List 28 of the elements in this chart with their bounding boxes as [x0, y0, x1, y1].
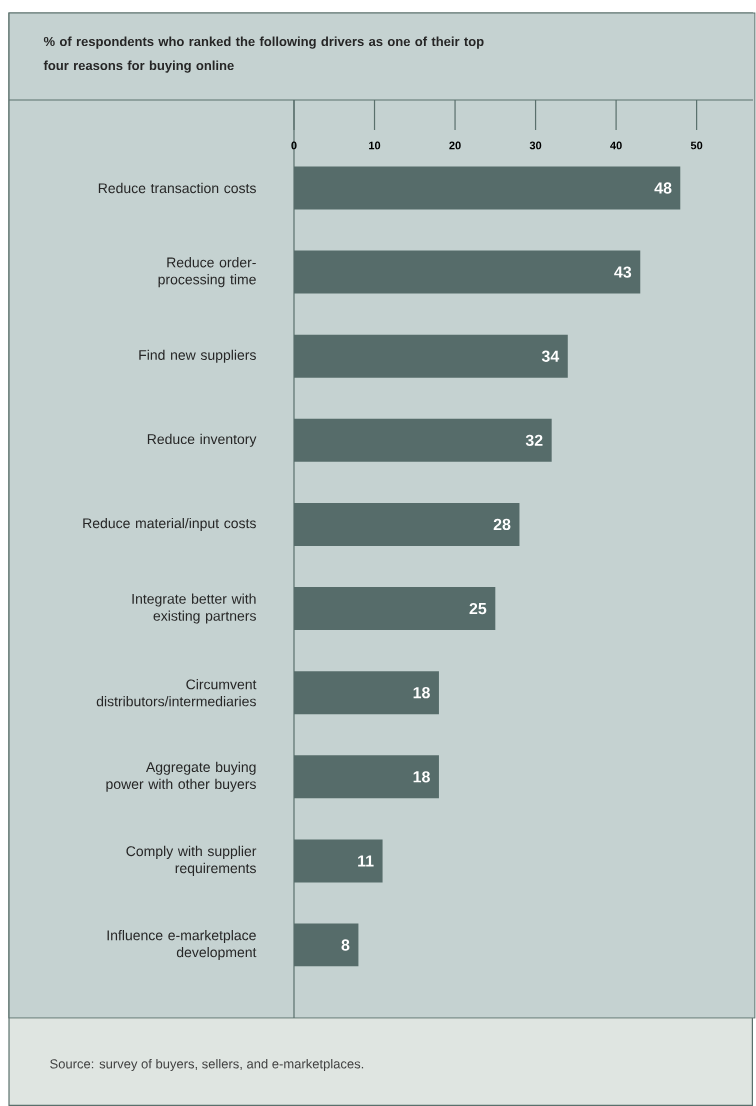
source-note: Source: survey of buyers, sellers, and e-marketplaces. [50, 1058, 364, 1072]
data-label: 8 [341, 939, 350, 951]
data-label: 48 [654, 182, 672, 194]
data-label: 34 [542, 350, 560, 362]
y-tick-label: Reduce material/input costs [83, 517, 257, 531]
x-tick-label: 0 [291, 141, 297, 150]
y-tick-label: Influence e-marketplace development [107, 929, 257, 961]
x-tick-label: 40 [610, 141, 622, 150]
y-tick-label: Comply with supplier requirements [126, 845, 257, 876]
data-label: 18 [413, 771, 431, 783]
data-label: 25 [469, 602, 487, 615]
data-label: 28 [493, 518, 511, 531]
x-tick-label: 30 [529, 141, 542, 150]
y-tick-label: Reduce transaction costs [99, 182, 257, 194]
x-tick-label: 50 [691, 141, 703, 150]
data-label: 18 [413, 687, 431, 699]
x-tick-label: 10 [369, 141, 381, 150]
chart-title: % of respondents who ranked the following drivers as one of their top four reasons for buying online [43, 36, 484, 73]
data-label: 11 [358, 855, 374, 867]
x-tick-label: 20 [449, 141, 461, 150]
data-label: 32 [525, 434, 543, 447]
y-tick-label: Reduce order-processing time [158, 257, 257, 288]
y-tick-label: Find new suppliers [139, 349, 257, 363]
y-tick-label: Integrate better with existing partners [132, 593, 257, 624]
data-label: 43 [614, 266, 632, 278]
y-tick-label: Reduce inventory [148, 433, 257, 447]
y-tick-label: Circumvent distributors/intermediaries [96, 679, 257, 707]
y-tick-label: Aggregate buying power with other buyers [106, 761, 257, 792]
